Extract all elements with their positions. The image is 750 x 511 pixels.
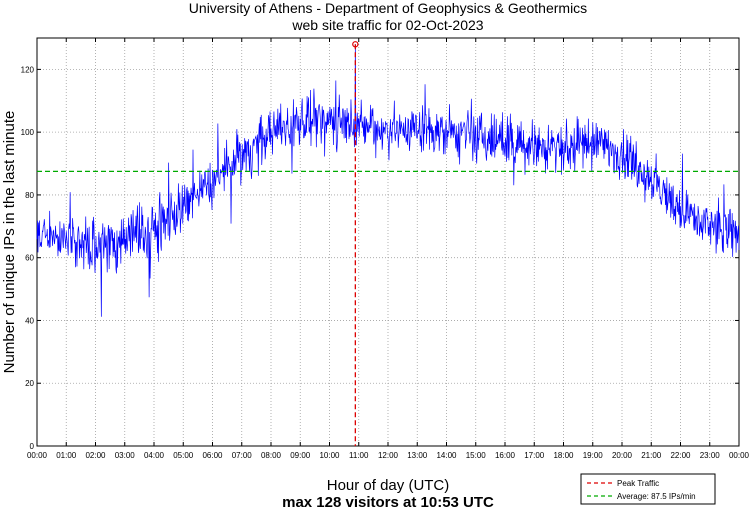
x-tick-label: 23:00 xyxy=(700,451,721,460)
chart-title-line1: University of Athens - Department of Geo… xyxy=(189,0,587,16)
y-tick-label: 40 xyxy=(25,316,34,325)
x-tick-label: 00:00 xyxy=(729,451,750,460)
y-axis-label: Number of unique IPs in the last minute xyxy=(1,111,18,374)
x-tick-label: 01:00 xyxy=(56,451,77,460)
x-tick-label: 05:00 xyxy=(173,451,194,460)
x-tick-label: 14:00 xyxy=(436,451,457,460)
legend-average-label: Average: 87.5 IPs/min xyxy=(617,492,696,501)
y-tick-label: 20 xyxy=(25,379,34,388)
x-tick-label: 04:00 xyxy=(144,451,165,460)
series-layer xyxy=(36,44,740,317)
traffic-series-line xyxy=(36,44,740,317)
y-tick-label: 80 xyxy=(25,191,34,200)
y-tick-label: 0 xyxy=(30,442,35,451)
x-tick-label: 16:00 xyxy=(495,451,516,460)
y-tick-label: 120 xyxy=(21,65,35,74)
x-tick-label: 06:00 xyxy=(202,451,223,460)
axes: 00:00 01:00 02:00 03:00 04:00 05:00 06:00 07:00… xyxy=(21,38,750,460)
chart-subtitle: max 128 visitors at 10:53 UTC xyxy=(282,494,494,511)
peak-marker xyxy=(352,41,359,48)
x-tick-label: 02:00 xyxy=(85,451,106,460)
legend-box xyxy=(580,473,716,505)
x-tick-label: 20:00 xyxy=(612,451,633,460)
x-tick-label: 12:00 xyxy=(378,451,399,460)
x-tick-label: 07:00 xyxy=(232,451,253,460)
x-tick-label: 19:00 xyxy=(583,451,604,460)
y-tick-label: 100 xyxy=(21,128,35,137)
x-tick-label: 18:00 xyxy=(553,451,574,460)
legend-peak-label: Peak Traffic xyxy=(617,479,659,488)
y-tick-label: 60 xyxy=(25,254,34,263)
x-tick-label: 03:00 xyxy=(115,451,136,460)
x-axis-label: Hour of day (UTC) xyxy=(327,477,450,494)
x-tick-label: 15:00 xyxy=(466,451,487,460)
x-tick-label: 21:00 xyxy=(641,451,662,460)
x-tick-label: 22:00 xyxy=(670,451,691,460)
x-tick-label: 11:00 xyxy=(349,451,369,460)
reference-lines xyxy=(37,41,739,446)
x-tick-label: 00:00 xyxy=(27,451,48,460)
x-tick-label: 08:00 xyxy=(261,451,282,460)
x-tick-label: 13:00 xyxy=(407,451,428,460)
x-tick-label: 17:00 xyxy=(524,451,545,460)
x-tick-label: 10:00 xyxy=(319,451,340,460)
chart-title-line2: web site traffic for 02-Oct-2023 xyxy=(291,17,483,33)
legend: Peak Traffic Average: 87.5 IPs/min xyxy=(580,473,716,505)
x-tick-label: 09:00 xyxy=(290,451,311,460)
